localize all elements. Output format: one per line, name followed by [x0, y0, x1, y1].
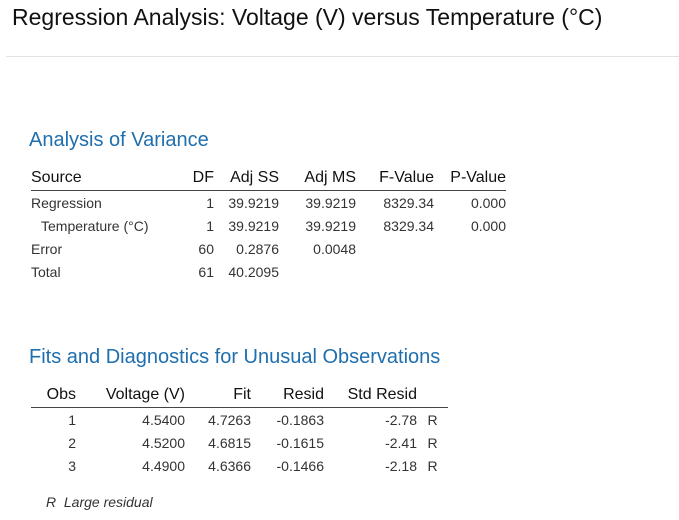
cell-adj-ss: 39.9219 [228, 217, 279, 234]
cell-flag: R [427, 411, 438, 428]
footnote: R Large residual [46, 494, 153, 510]
table-header-row: Obs Voltage (V) Fit Resid Std Resid [31, 383, 448, 408]
cell-p-value: 0.000 [470, 194, 506, 211]
fits-section-title: Fits and Diagnostics for Unusual Observa… [29, 346, 441, 368]
cell-obs: 1 [68, 411, 76, 428]
cell-adj-ms: 0.0048 [313, 240, 356, 257]
cell-adj-ss: 39.9219 [228, 194, 279, 211]
col-header-flag [417, 383, 448, 408]
cell-adj-ms [279, 260, 356, 283]
table-row: 3 4.4900 4.6366 -0.1466 -2.18 R [31, 454, 448, 477]
header-divider [6, 56, 679, 57]
cell-voltage: 4.5400 [142, 411, 185, 428]
cell-adj-ms: 39.9219 [305, 217, 356, 234]
cell-voltage: 4.5200 [142, 434, 185, 451]
col-header-adj-ss: Adj SS [230, 169, 279, 186]
cell-adj-ms: 39.9219 [305, 194, 356, 211]
cell-obs: 2 [68, 434, 76, 451]
table-row: Total 61 40.2095 [31, 260, 506, 283]
table-row: 2 4.5200 4.6815 -0.1615 -2.41 R [31, 431, 448, 454]
col-header-std-resid: Std Resid [347, 386, 417, 403]
table-row: 1 4.5400 4.7263 -0.1863 -2.78 R [31, 408, 448, 432]
cell-df: 1 [206, 217, 214, 234]
cell-voltage: 4.4900 [142, 457, 185, 474]
col-header-source: Source [31, 169, 82, 186]
cell-std-resid: -2.18 [385, 457, 417, 474]
page-title: Regression Analysis: Voltage (V) versus … [12, 4, 603, 30]
cell-adj-ss: 40.2095 [228, 263, 279, 280]
cell-p-value: 0.000 [470, 217, 506, 234]
cell-p-value [434, 237, 506, 260]
cell-std-resid: -2.78 [385, 411, 417, 428]
col-header-adj-ms: Adj MS [304, 169, 356, 186]
col-header-fit: Fit [233, 386, 251, 403]
col-header-df: DF [192, 169, 214, 186]
cell-adj-ss: 0.2876 [236, 240, 279, 257]
cell-df: 61 [198, 263, 214, 280]
table-header-row: Source DF Adj SS Adj MS F-Value P-Value [31, 166, 506, 191]
cell-source: Regression [31, 194, 102, 211]
cell-resid: -0.1615 [276, 434, 324, 451]
cell-source: Error [31, 240, 63, 257]
anova-table: Source DF Adj SS Adj MS F-Value P-Value … [31, 166, 506, 283]
col-header-p-value: P-Value [450, 169, 506, 186]
cell-df: 60 [198, 240, 214, 257]
table-row: Regression 1 39.9219 39.9219 8329.34 0.0… [31, 191, 506, 215]
cell-resid: -0.1863 [276, 411, 324, 428]
cell-std-resid: -2.41 [385, 434, 417, 451]
cell-f-value [356, 237, 434, 260]
cell-df: 1 [206, 194, 214, 211]
cell-p-value [434, 260, 506, 283]
cell-source: Total [31, 263, 61, 280]
cell-f-value: 8329.34 [383, 217, 434, 234]
cell-source: Temperature (°C) [41, 217, 149, 234]
cell-fit: 4.7263 [208, 411, 251, 428]
cell-flag: R [427, 434, 438, 451]
cell-obs: 3 [68, 457, 76, 474]
col-header-resid: Resid [283, 386, 324, 403]
table-row: Temperature (°C) 1 39.9219 39.9219 8329.… [31, 214, 506, 237]
cell-f-value: 8329.34 [383, 194, 434, 211]
anova-section-title: Analysis of Variance [29, 129, 209, 151]
fits-table: Obs Voltage (V) Fit Resid Std Resid 1 4.… [31, 383, 448, 477]
cell-resid: -0.1466 [276, 457, 324, 474]
col-header-voltage: Voltage (V) [105, 386, 185, 403]
table-row: Error 60 0.2876 0.0048 [31, 237, 506, 260]
cell-fit: 4.6366 [208, 457, 251, 474]
cell-f-value [356, 260, 434, 283]
cell-fit: 4.6815 [208, 434, 251, 451]
col-header-obs: Obs [46, 386, 76, 403]
cell-flag: R [427, 457, 438, 474]
col-header-f-value: F-Value [379, 169, 434, 186]
